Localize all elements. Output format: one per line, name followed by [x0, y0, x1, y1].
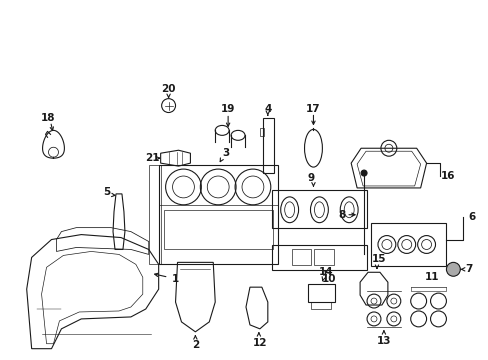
- Text: 12: 12: [252, 338, 266, 348]
- Text: 1: 1: [172, 274, 179, 284]
- Text: 9: 9: [307, 173, 314, 183]
- Text: 21: 21: [145, 153, 160, 163]
- Text: 18: 18: [41, 113, 56, 123]
- Text: 20: 20: [161, 84, 176, 94]
- Text: 10: 10: [322, 274, 336, 284]
- Bar: [271, 190, 366, 228]
- Bar: [163, 210, 272, 249]
- Bar: [291, 249, 311, 265]
- Bar: [271, 246, 366, 270]
- Bar: [370, 223, 446, 266]
- Text: 11: 11: [425, 272, 439, 282]
- Text: 14: 14: [318, 267, 333, 277]
- Bar: [263, 118, 273, 173]
- Text: 3: 3: [222, 148, 229, 158]
- Text: 8: 8: [338, 210, 345, 220]
- Circle shape: [446, 262, 459, 276]
- Circle shape: [360, 170, 366, 176]
- Bar: [158, 165, 277, 264]
- Bar: [307, 284, 335, 302]
- Bar: [311, 302, 331, 309]
- Bar: [314, 249, 334, 265]
- Bar: [259, 129, 264, 136]
- Text: 6: 6: [468, 212, 475, 222]
- Text: 7: 7: [465, 264, 472, 274]
- Text: 5: 5: [103, 187, 110, 197]
- Text: 19: 19: [221, 104, 235, 113]
- Text: 4: 4: [264, 104, 271, 113]
- Text: 16: 16: [440, 171, 455, 181]
- Text: 15: 15: [371, 255, 386, 264]
- Bar: [148, 165, 161, 264]
- Text: 17: 17: [305, 104, 320, 113]
- Text: 2: 2: [191, 340, 199, 350]
- Text: 13: 13: [376, 336, 390, 346]
